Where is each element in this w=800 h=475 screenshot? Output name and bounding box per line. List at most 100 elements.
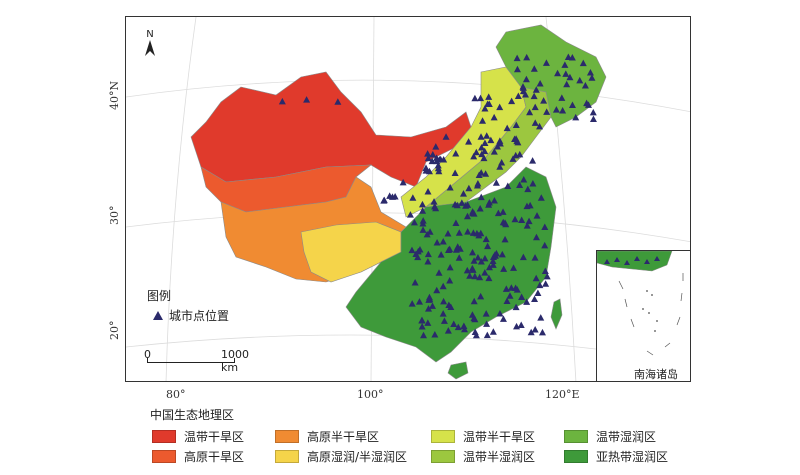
city-point [529,180,537,187]
city-point [532,86,540,93]
city-point [531,325,539,333]
city-point [455,229,463,236]
city-point [481,254,489,262]
city-point [431,331,439,338]
city-point [485,263,493,271]
city-point [469,209,477,217]
city-point [501,235,509,243]
city-point [513,54,521,62]
city-point [531,103,539,111]
city-point [583,99,591,107]
city-point [439,282,447,290]
city-point [469,248,477,256]
city-point [433,239,441,246]
city-point [524,185,532,193]
north-arrow-icon: N [145,29,155,56]
islands [642,290,658,332]
city-point [522,75,530,83]
city-point [471,94,479,102]
city-point [477,133,485,140]
inset-label: 南海诸岛 [634,368,678,381]
city-point [458,199,466,206]
city-point [426,228,434,235]
eco-legend-label: 温带半湿润区 [463,449,536,464]
city-point [588,74,596,81]
city-point [502,220,510,228]
city-point [513,322,521,330]
eco-legend-label: 高原干旱区 [184,449,245,464]
china-map [126,17,690,381]
city-point [507,284,515,291]
city-point [523,298,531,305]
city-point [484,242,492,250]
city-point [464,228,472,235]
city-point [380,197,388,204]
city-point [589,108,597,116]
city-point [483,320,491,327]
city-point [470,314,478,322]
city-point [424,150,432,157]
city-point [429,302,437,309]
map-frame [125,16,691,382]
city-point [503,297,511,305]
city-point [492,179,500,186]
city-point [278,97,286,105]
city-point [452,150,460,157]
city-point [424,257,432,265]
region-temperate-arid [190,71,472,188]
city-point [509,155,517,162]
eco-legend-item: 高原湿润/半湿润区 [275,448,431,464]
city-point [391,193,399,200]
city-point [409,194,417,201]
eco-legend-item: 温带半干旱区 [431,428,564,444]
city-point [485,93,493,100]
city-point [476,205,484,212]
south-china-sea-inset [596,250,691,382]
city-point [435,269,443,276]
city-point [518,216,526,223]
city-point [454,243,462,250]
city-point [561,61,569,68]
eco-legend-label: 温带干旱区 [184,429,245,444]
city-point [429,150,437,158]
city-point [499,315,507,322]
city-point [506,292,514,299]
region-hainan [447,361,469,380]
city-point [303,96,311,103]
city-point [520,175,528,183]
city-point [532,233,540,241]
city-point [466,272,474,279]
city-point [451,169,459,177]
city-point [453,201,461,209]
city-point [531,119,539,126]
city-point [523,53,531,61]
city-point [446,183,454,191]
city-point [552,106,560,113]
city-point [512,151,520,159]
city-point [482,310,490,317]
city-point [440,297,448,305]
inset-map [596,250,684,356]
city-point [422,164,430,172]
triangle-icon [153,311,163,320]
city-point [465,184,473,192]
city-point [537,194,545,201]
city-point [450,320,458,328]
city-point [499,208,507,215]
city-point [334,98,342,105]
city-point [408,246,416,254]
city-point [481,139,489,147]
lon-label-80: 80° [166,388,186,401]
city-point [460,322,468,330]
city-point [508,97,516,105]
city-point [589,115,597,123]
city-point [483,132,491,139]
city-point [481,147,489,155]
city-point [576,76,584,84]
city-point [531,295,539,302]
city-point [543,272,551,280]
city-point [485,274,493,282]
city-point [410,218,418,226]
eco-legend-label: 亚热带湿润区 [596,449,669,464]
city-point [470,297,478,305]
